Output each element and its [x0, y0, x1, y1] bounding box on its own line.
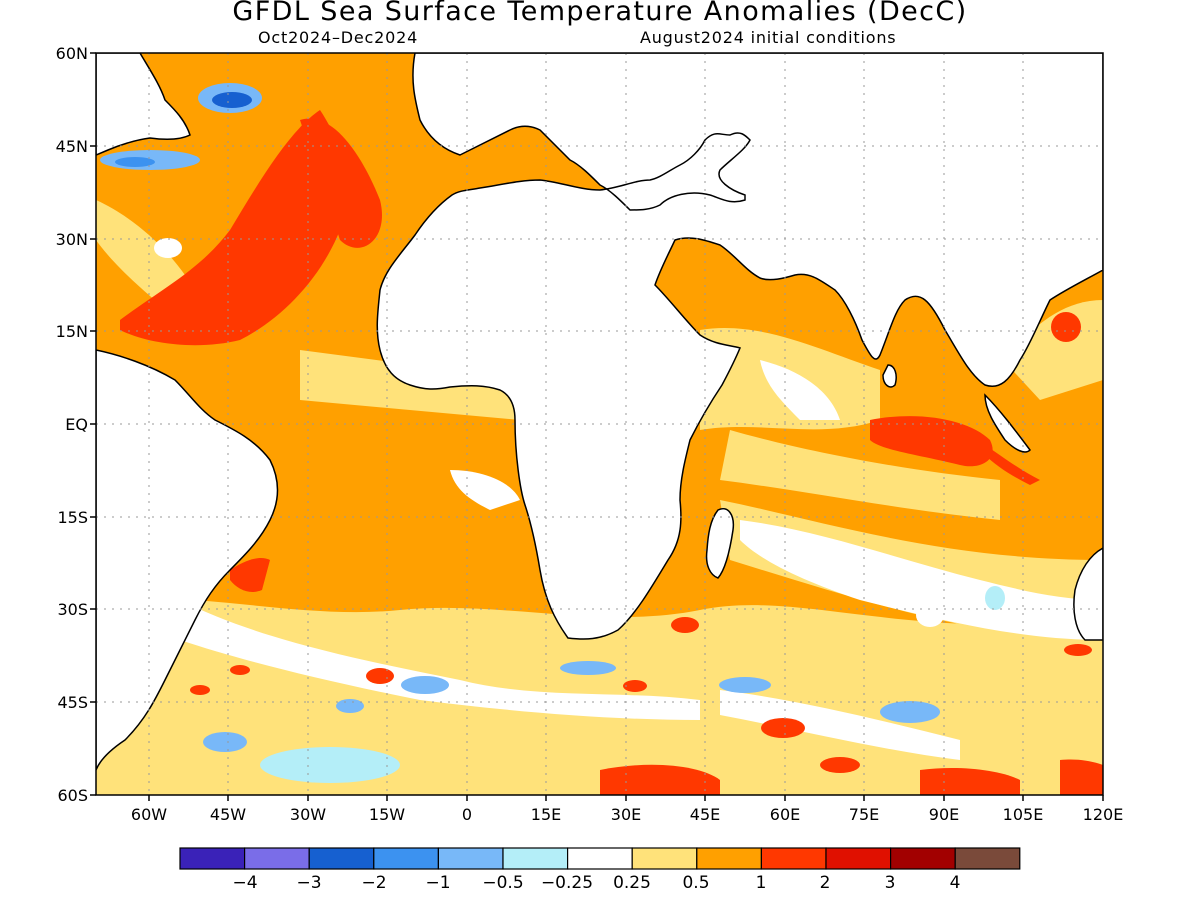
lon-label-105e: 105E	[1002, 805, 1044, 824]
lon-label-60w: 60W	[130, 805, 168, 824]
australia-fragment	[1073, 547, 1103, 641]
colorbar-swatch	[566, 847, 633, 870]
colorbar-label: 3	[884, 873, 896, 893]
map-title: GFDL Sea Surface Temperature Anomalies (…	[232, 0, 968, 27]
colorbar-label: 2	[819, 873, 831, 893]
lon-label-30w: 30W	[289, 805, 327, 824]
lon-label-75e: 75E	[848, 805, 880, 824]
colorbar-label: −4	[232, 873, 258, 893]
colorbar-swatch	[825, 847, 892, 870]
colorbar-swatch	[373, 847, 439, 870]
lon-label-120e: 120E	[1082, 805, 1124, 824]
south-america	[96, 349, 279, 771]
colorbar-swatch	[954, 847, 1021, 870]
lon-label-15e: 15E	[530, 805, 562, 824]
colorbar-label: −1	[425, 873, 451, 893]
lon-label-0: 0	[461, 805, 473, 824]
lon-label-45e: 45E	[689, 805, 721, 824]
lat-label-15n: 15N	[55, 322, 88, 341]
lat-label-45s: 45S	[57, 693, 88, 712]
lat-label-30n: 30N	[55, 230, 88, 249]
lon-label-45w: 45W	[209, 805, 247, 824]
lat-label-60n: 60N	[55, 44, 88, 63]
sumatra	[984, 393, 1031, 453]
lon-label-90e: 90E	[928, 805, 960, 824]
lon-label-60e: 60E	[769, 805, 801, 824]
colorbar-swatch	[437, 847, 504, 870]
colorbar-label: 4	[949, 873, 961, 893]
land-masses	[96, 53, 1103, 771]
forecast-period: Oct2024–Dec2024	[258, 28, 419, 47]
colorbar-swatch	[760, 847, 827, 870]
lat-label-15s: 15S	[57, 508, 88, 527]
colorbar-swatch	[502, 847, 569, 870]
colorbar-swatch	[889, 847, 956, 870]
lat-label-30s: 30S	[57, 600, 88, 619]
lon-label-15w: 15W	[368, 805, 406, 824]
colorbar-swatch	[244, 847, 310, 870]
lat-label-60s: 60S	[57, 786, 88, 805]
colorbar-label: −2	[361, 873, 387, 893]
colorbar-label: 0.25	[613, 873, 651, 893]
lon-label-30e: 30E	[610, 805, 642, 824]
colorbar-swatch	[308, 847, 375, 870]
axis-ticks	[90, 52, 1104, 801]
colorbar-label: −0.5	[482, 873, 524, 893]
initial-conditions: August2024 initial conditions	[640, 28, 897, 47]
colorbar	[179, 847, 1021, 870]
europe-asia-africa	[376, 53, 1103, 640]
colorbar-label: −3	[296, 873, 322, 893]
colorbar-label: −0.25	[540, 873, 594, 893]
colorbar-swatch	[631, 847, 698, 870]
colorbar-swatch	[179, 847, 246, 870]
colorbar-label: 0.5	[682, 873, 710, 893]
madagascar	[705, 508, 735, 579]
lat-label-eq: EQ	[65, 415, 88, 434]
colorbar-label: 1	[755, 873, 767, 893]
north-america	[96, 53, 191, 156]
colorbar-swatch	[696, 847, 762, 870]
lat-label-45n: 45N	[55, 137, 88, 156]
sri-lanka	[882, 364, 897, 388]
